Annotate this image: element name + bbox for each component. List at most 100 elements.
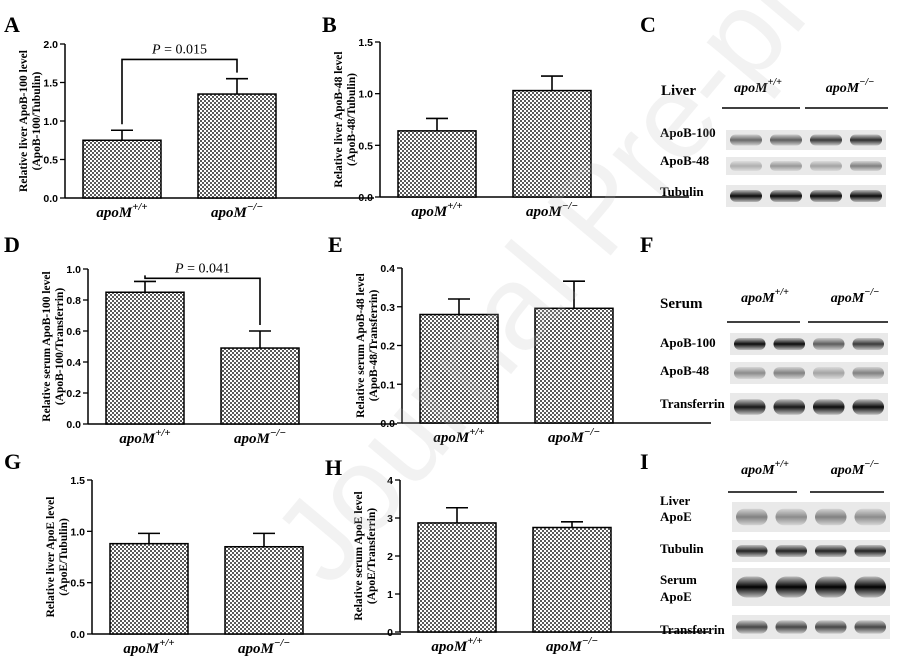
- x-tick-label-base: apoM: [431, 639, 468, 655]
- panel-letter: G: [4, 449, 21, 474]
- blot-band: [734, 399, 766, 415]
- y-tick-label: 0.3: [380, 302, 395, 314]
- y-tick-label: 0.2: [380, 341, 395, 353]
- p-value-label: P = 0.015: [151, 42, 207, 57]
- genotype-label: apoM−/−: [826, 77, 874, 96]
- y-axis-label: Relative liver ApoE level(ApoE/Tubulin): [45, 497, 70, 618]
- blot-band: [852, 337, 884, 351]
- genotype-label: apoM+/+: [734, 77, 782, 96]
- blot-band: [854, 544, 886, 558]
- x-tick-label: apoM+/+: [431, 635, 482, 655]
- blot-band: [775, 544, 807, 558]
- x-tick-label-sup: +/+: [155, 427, 170, 439]
- x-tick-label-sup: +/+: [467, 635, 482, 647]
- x-tick-label: apoM+/+: [433, 426, 484, 446]
- blot-band: [815, 576, 847, 598]
- x-tick-label-base: apoM: [96, 205, 133, 221]
- blot-band: [734, 366, 766, 380]
- x-tick-label-base: apoM: [211, 205, 248, 221]
- blot-band: [736, 620, 768, 634]
- x-tick-label-sup: −/−: [270, 427, 286, 439]
- panel-letter: A: [4, 12, 20, 37]
- blot-band: [770, 134, 802, 146]
- significance-bracket: [121, 58, 238, 125]
- blot-band: [850, 189, 882, 203]
- p-value-number: = 0.015: [161, 42, 207, 57]
- y-tick-label: 0.0: [66, 419, 81, 431]
- significance-bracket: [144, 275, 261, 325]
- panel-letter: H: [325, 455, 342, 480]
- blot-strip: [726, 185, 886, 207]
- blot-row-label-line2: ApoE: [660, 509, 692, 524]
- panel-letter: B: [322, 12, 337, 37]
- x-tick-label: apoM−/−: [548, 426, 600, 446]
- blot-band: [852, 399, 884, 415]
- blot-row-label: Tubulin: [660, 184, 704, 199]
- x-tick-label-base: apoM: [119, 431, 156, 447]
- y-tick-label: 2: [387, 551, 393, 563]
- y-tick-label: 0.4: [66, 357, 81, 369]
- y-tick-label: 0.0: [43, 193, 58, 205]
- blot-band: [736, 576, 768, 598]
- y-tick-label: 0: [387, 627, 393, 639]
- y-tick-label: 0.1: [380, 379, 395, 391]
- blot-title: Liver: [661, 83, 696, 99]
- genotype-label-sup: −/−: [864, 459, 879, 470]
- y-axis-label-line2: (ApoB-48/Transferrin): [368, 290, 380, 402]
- genotype-label-base: apoM: [741, 463, 775, 478]
- x-tick-label: apoM+/+: [119, 427, 170, 447]
- bar: [82, 139, 162, 199]
- y-tick-label: 0.5: [70, 578, 85, 590]
- x-tick-label-sup: −/−: [247, 201, 263, 213]
- genotype-label-base: apoM: [826, 81, 860, 96]
- x-tick-label: apoM−/−: [211, 201, 263, 221]
- bar: [534, 307, 614, 424]
- blot-band: [773, 337, 805, 351]
- panel-letter: I: [640, 449, 649, 474]
- y-tick-label: 2.0: [43, 39, 58, 51]
- blot-band: [773, 366, 805, 380]
- chart-panel-h: H 0 1 2 3 4 Relative serum ApoE level(ApoE/Tra…: [325, 455, 709, 655]
- blot-band: [775, 620, 807, 634]
- bar: [197, 93, 277, 199]
- y-tick-label: 3: [387, 513, 393, 525]
- y-axis-label-line1: Relative liver ApoE level: [45, 497, 57, 618]
- genotype-label: apoM+/+: [741, 459, 789, 478]
- x-tick-label-sup: −/−: [584, 426, 600, 438]
- blot-strip: [726, 157, 886, 175]
- x-tick-label-sup: +/+: [132, 201, 147, 213]
- p-value-symbol: P: [174, 261, 184, 276]
- genotype-label: apoM−/−: [831, 459, 879, 478]
- y-axis-label-line1: Relative serum ApoB-100 level: [41, 271, 53, 421]
- blot-band: [852, 366, 884, 380]
- blot-row-label: Transferrin: [660, 622, 726, 637]
- blot-row-label-line2: ApoE: [660, 589, 692, 604]
- bar: [220, 347, 300, 425]
- blot-band: [813, 337, 845, 351]
- y-axis-label: Relative liver ApoB-48 level(ApoB-48/Tub…: [333, 51, 358, 187]
- y-tick-label: 0.5: [358, 140, 373, 152]
- x-tick-label-sup: −/−: [562, 200, 578, 212]
- blot-row-label: ApoB-48: [660, 363, 710, 378]
- y-axis-label-line2: (ApoB-48/Tubulin): [346, 73, 358, 166]
- x-tick-label: apoM+/+: [411, 200, 462, 220]
- blot-band: [810, 134, 842, 146]
- p-value-number: = 0.041: [184, 261, 230, 276]
- x-tick-label-base: apoM: [548, 430, 585, 446]
- x-tick-label: apoM+/+: [96, 201, 147, 221]
- blot-strip: [730, 362, 888, 384]
- y-axis-label-line2: (ApoE/Transferrin): [366, 508, 378, 604]
- blot-strip: [732, 540, 890, 562]
- y-tick-label: 1.5: [70, 475, 85, 487]
- blot-strip: [726, 130, 886, 150]
- panel-letter: D: [4, 232, 20, 257]
- blot-row-label: Serum: [660, 572, 697, 587]
